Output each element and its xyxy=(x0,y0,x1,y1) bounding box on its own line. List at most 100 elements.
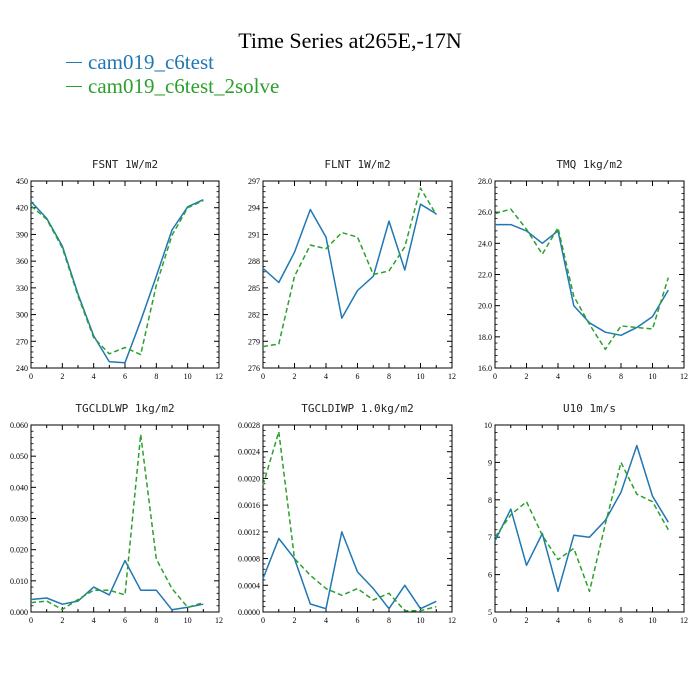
plot-frame xyxy=(494,424,685,613)
plot-frame xyxy=(262,180,453,369)
legend-swatch-series-1 xyxy=(66,61,82,63)
y-tick-label: 420 xyxy=(16,204,28,213)
y-tick-label: 16.0 xyxy=(478,364,492,373)
x-tick-label: 0 xyxy=(261,616,265,625)
y-tick-label: 28.0 xyxy=(478,177,492,186)
y-tick-label: 297 xyxy=(248,177,260,186)
x-tick-label: 4 xyxy=(92,616,96,625)
x-tick-label: 6 xyxy=(356,616,360,625)
y-tick-label: 0.0020 xyxy=(238,474,260,483)
x-tick-label: 12 xyxy=(448,616,456,625)
y-tick-label: 0.0000 xyxy=(238,608,260,617)
x-tick-label: 4 xyxy=(92,372,96,381)
series-line-1 xyxy=(30,559,204,611)
series-line-2 xyxy=(494,208,670,351)
x-tick-label: 8 xyxy=(387,616,391,625)
y-tick-label: 20.0 xyxy=(478,302,492,311)
x-tick-label: 0 xyxy=(29,616,33,625)
y-tick-label: 276 xyxy=(248,364,260,373)
panel-title: TMQ 1kg/m2 xyxy=(556,158,622,171)
x-tick-label: 10 xyxy=(417,372,425,381)
chart-panel-2: FLNT 1W/m2 0 2 4 6 8 10 12 276 279 282 285 288 291 294… xyxy=(248,158,456,381)
y-tick-label: 0.060 xyxy=(10,421,28,430)
x-tick-label: 0 xyxy=(493,372,497,381)
x-tick-label: 2 xyxy=(293,616,297,625)
y-tick-label: 8 xyxy=(488,496,492,505)
x-tick-label: 8 xyxy=(154,616,158,625)
y-tick-label: 0.000 xyxy=(10,608,28,617)
y-tick-label: 450 xyxy=(16,177,28,186)
panel-title: FSNT 1W/m2 xyxy=(92,158,158,171)
y-tick-label: 291 xyxy=(248,230,260,239)
x-tick-label: 4 xyxy=(556,616,560,625)
chart-panel-3: TMQ 1kg/m2 0 2 4 6 8 10 12 16.0 18.0 20.0 22.0 24.0 2… xyxy=(478,158,688,381)
x-tick-label: 2 xyxy=(525,616,529,625)
y-tick-label: 0.0024 xyxy=(238,448,260,457)
x-tick-label: 6 xyxy=(356,372,360,381)
x-tick-label: 6 xyxy=(123,616,127,625)
y-tick-label: 10 xyxy=(484,421,492,430)
x-tick-label: 8 xyxy=(387,372,391,381)
series-line-2 xyxy=(494,461,669,593)
legend: cam019_c6test cam019_c6test_2solve xyxy=(66,50,279,98)
series-line-2 xyxy=(262,187,437,348)
x-tick-label: 0 xyxy=(29,372,33,381)
panel-title: U10 1m/s xyxy=(563,402,616,415)
series-line-1 xyxy=(262,531,437,610)
y-tick-label: 300 xyxy=(16,311,28,320)
legend-label-series-1: cam019_c6test xyxy=(88,49,214,74)
panel-title: TGCLDLWP 1kg/m2 xyxy=(75,402,174,415)
x-tick-label: 8 xyxy=(619,372,623,381)
y-tick-label: 0.0016 xyxy=(238,501,260,510)
chart-panel-1: FSNT 1W/m2 0 2 4 6 8 10 12 240 270 300 330 360 390 420… xyxy=(16,158,223,381)
y-tick-label: 0.030 xyxy=(10,515,28,524)
series-line-1 xyxy=(262,203,437,319)
series-line-1 xyxy=(495,223,669,337)
x-tick-label: 2 xyxy=(525,372,529,381)
plot-frame xyxy=(30,180,220,369)
y-tick-label: 285 xyxy=(248,284,260,293)
legend-swatch-series-2 xyxy=(66,85,82,87)
legend-item-series-2: cam019_c6test_2solve xyxy=(66,74,279,98)
series-line-2 xyxy=(262,430,437,612)
x-tick-label: 10 xyxy=(649,616,657,625)
x-tick-label: 10 xyxy=(649,372,657,381)
plot-frame xyxy=(494,180,685,369)
y-tick-label: 294 xyxy=(248,204,260,213)
x-tick-label: 4 xyxy=(324,616,328,625)
x-tick-label: 8 xyxy=(154,372,158,381)
y-tick-label: 6 xyxy=(488,571,492,580)
y-tick-label: 26.0 xyxy=(478,208,492,217)
y-tick-label: 0.0008 xyxy=(238,555,260,564)
y-tick-label: 0.0012 xyxy=(238,528,260,537)
y-tick-label: 5 xyxy=(488,608,492,617)
y-tick-label: 240 xyxy=(16,364,28,373)
y-tick-label: 0.040 xyxy=(10,483,28,492)
y-tick-label: 330 xyxy=(16,284,28,293)
series-line-1 xyxy=(494,444,669,593)
x-tick-label: 4 xyxy=(556,372,560,381)
x-tick-label: 10 xyxy=(184,372,192,381)
y-tick-label: 282 xyxy=(248,311,260,320)
x-tick-label: 6 xyxy=(588,372,592,381)
y-tick-label: 0.0004 xyxy=(238,581,260,590)
x-tick-label: 0 xyxy=(261,372,265,381)
x-tick-label: 12 xyxy=(215,616,223,625)
x-tick-label: 2 xyxy=(60,616,64,625)
x-tick-label: 12 xyxy=(448,372,456,381)
y-tick-label: 279 xyxy=(248,337,260,346)
plot-frame xyxy=(262,424,453,613)
y-tick-label: 0.010 xyxy=(10,577,28,586)
x-tick-label: 2 xyxy=(60,372,64,381)
series-line-2 xyxy=(30,433,204,611)
y-tick-label: 22.0 xyxy=(478,271,492,280)
x-tick-label: 0 xyxy=(493,616,497,625)
y-tick-label: 24.0 xyxy=(478,239,492,248)
x-tick-label: 12 xyxy=(215,372,223,381)
x-tick-label: 4 xyxy=(324,372,328,381)
page-title: Time Series at265E,-17N xyxy=(238,28,462,53)
x-tick-label: 6 xyxy=(588,616,592,625)
y-tick-label: 7 xyxy=(488,533,492,542)
panel-title: FLNT 1W/m2 xyxy=(324,158,390,171)
